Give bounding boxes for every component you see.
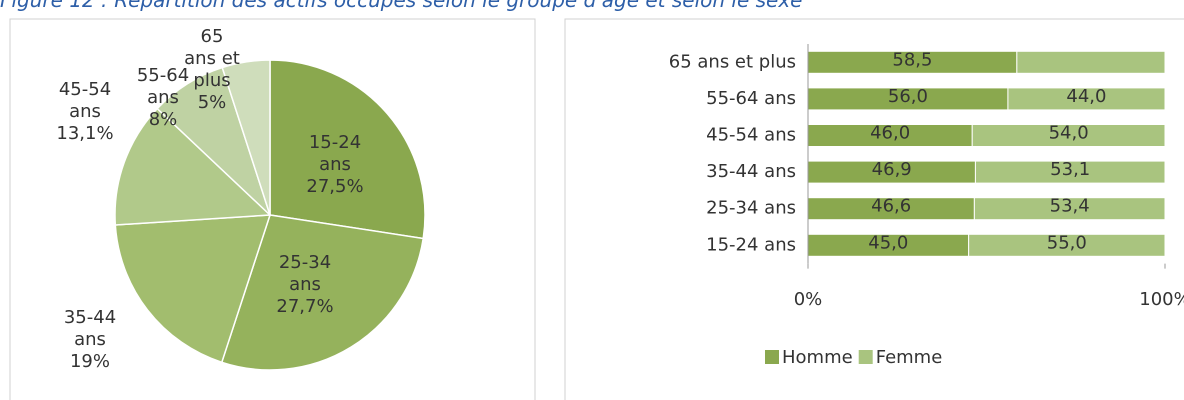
slice-value-label: 27,7% (276, 296, 334, 317)
y-tick-label: 65 ans et plus (669, 51, 796, 72)
y-tick-label: 35-44 ans (706, 161, 796, 182)
bar-value-label: 56,0 (888, 86, 928, 107)
bar-value-label: 55,0 (1047, 232, 1087, 253)
bar-segment (1007, 87, 1166, 111)
pie-slice (114, 214, 272, 364)
bar-value-label: 44,0 (1066, 86, 1106, 107)
slice-label: 35-44 ans 19% (57, 307, 123, 373)
legend-swatch (858, 350, 873, 364)
legend-swatch (765, 350, 779, 364)
slice-category: 25-34 ans (278, 252, 332, 295)
bar-value-label: 45,0 (868, 232, 908, 253)
pie-slice (221, 59, 271, 216)
slice-value-label: 8% (148, 109, 178, 130)
bar-panel (564, 18, 1184, 400)
x-tick-label: 0% (794, 289, 823, 310)
legend-label: Homme (782, 347, 853, 368)
bar-value-label: 53,1 (1050, 159, 1090, 180)
slice-value-label: 13,1% (56, 123, 114, 144)
slice-category: 55-64 ans (136, 65, 190, 108)
pie-slice (220, 214, 425, 371)
slice-label: 55-64 ans 8% (134, 65, 192, 131)
y-tick-label: 25-34 ans (706, 198, 796, 219)
slice-category: 45-54 ans (58, 79, 112, 122)
slice-category: 65 ans et plus (184, 26, 240, 91)
slice-label: 25-34 ans 27,7% (272, 252, 338, 318)
y-tick-label: 55-64 ans (706, 88, 796, 109)
bar-value-label: 46,9 (872, 159, 912, 180)
slice-value-label: 27,5% (306, 176, 364, 197)
bar-segment (1016, 50, 1166, 74)
slice-category: 15-24 ans (308, 132, 362, 175)
bar-value-label: 46,6 (871, 196, 911, 217)
legend-label: Femme (876, 347, 943, 368)
slice-value-label: 19% (69, 351, 110, 372)
pie-panel (9, 18, 536, 400)
x-tick-label: 100% (1139, 289, 1184, 310)
bar-value-label: 46,0 (870, 123, 910, 144)
bar-value-label: 58,5 (892, 49, 932, 70)
slice-label: 15-24 ans 27,5% (302, 132, 368, 198)
slice-category: 35-44 ans (63, 307, 117, 350)
y-tick-label: 15-24 ans (706, 234, 796, 255)
bar-segment (973, 197, 1166, 221)
figure-title: Figure 12 : Répartition des actifs occup… (0, 0, 803, 12)
pie-slice (269, 59, 426, 240)
bar-segment (971, 124, 1166, 147)
bar-value-label: 54,0 (1049, 123, 1089, 144)
bar-segment (974, 160, 1166, 184)
slice-label: 65 ans et plus 5% (183, 26, 241, 114)
slice-label: 45-54 ans 13,1% (52, 79, 118, 145)
y-tick-label: 45-54 ans (706, 125, 796, 146)
bar-value-label: 53,4 (1050, 196, 1090, 217)
pie-slice (114, 107, 272, 226)
slice-value-label: 5% (197, 92, 227, 113)
bar-segment (968, 233, 1166, 257)
